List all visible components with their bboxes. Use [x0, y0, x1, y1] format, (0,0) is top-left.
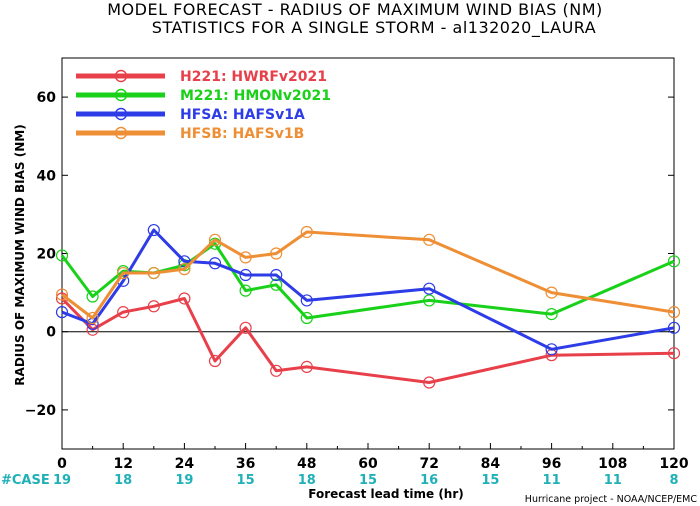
- data-point: [239, 284, 252, 297]
- data-point: [300, 360, 313, 373]
- data-point: [300, 311, 313, 325]
- data-point: [300, 225, 313, 239]
- data-point: [300, 294, 313, 307]
- case-count: 11: [543, 473, 561, 488]
- legend: H221: HWRFv2021 M221: HMONv2021 HFSA: HAFS…: [76, 69, 331, 142]
- data-point: [117, 266, 130, 280]
- data-point: [667, 306, 681, 319]
- data-point: [239, 251, 252, 264]
- case-count: 11: [604, 473, 622, 488]
- series-line: [60, 297, 675, 384]
- data-point: [667, 255, 681, 268]
- x-tick-label: 0: [57, 456, 67, 472]
- legend-label: M221: HMONv2021: [180, 88, 331, 104]
- data-point: [86, 311, 99, 325]
- legend-label: HFSA: HAFSv1A: [180, 107, 305, 123]
- x-tick-label: 108: [598, 456, 627, 472]
- legend-marker: [114, 69, 128, 83]
- chart-subtitle: STATISTICS FOR A SINGLE STORM - al132020…: [152, 18, 596, 38]
- series-line: [61, 230, 675, 320]
- legend-marker: [114, 126, 128, 140]
- data-point: [423, 294, 436, 307]
- data-point: [178, 263, 191, 276]
- credit-text: Hurricane project - NOAA/NCEP/EMC: [525, 494, 698, 505]
- data-point: [239, 321, 252, 334]
- data-point: [270, 268, 283, 282]
- y-tick-label: −20: [25, 403, 56, 419]
- x-tick-label: 48: [297, 456, 316, 472]
- case-count: 15: [481, 473, 499, 488]
- data-point: [55, 288, 69, 301]
- plot-area: −20 0 20 40 60 0 12 24 36 48 60 72 84 96 108 120 19 18 19 1…: [25, 57, 689, 488]
- case-count: 18: [298, 473, 316, 488]
- x-tick-label: 84: [481, 456, 501, 472]
- data-point: [208, 233, 222, 246]
- data-point: [178, 292, 191, 305]
- chart-title: MODEL FORECAST - RADIUS OF MAXIMUM WIND …: [107, 0, 603, 19]
- y-tick-label: 0: [46, 325, 56, 341]
- case-count: 15: [237, 473, 255, 488]
- data-point: [147, 266, 160, 280]
- data-point: [239, 268, 252, 282]
- legend-marker: [114, 107, 128, 121]
- case-count: 15: [359, 473, 377, 488]
- legend-label: H221: HWRFv2021: [180, 69, 327, 85]
- data-point: [55, 306, 69, 319]
- data-point: [423, 282, 436, 295]
- data-point: [423, 233, 436, 246]
- data-point: [545, 308, 558, 321]
- x-axis-label: Forecast lead time (hr): [308, 487, 464, 501]
- data-point: [86, 290, 99, 303]
- data-point: [270, 364, 283, 377]
- data-point: [208, 354, 222, 368]
- x-tick-label: 120: [659, 456, 688, 472]
- x-tick-label: 96: [542, 456, 561, 472]
- legend-marker: [114, 88, 128, 102]
- series-line: [61, 228, 675, 351]
- y-tick-label: 40: [37, 168, 57, 184]
- data-point: [667, 347, 681, 360]
- x-tick-label: 60: [358, 456, 378, 472]
- plot-frame: [61, 57, 675, 450]
- case-count: 16: [420, 473, 438, 488]
- case-count: 18: [114, 473, 132, 488]
- data-point: [178, 255, 191, 268]
- data-point: [147, 300, 160, 313]
- x-tick-label: 24: [175, 456, 195, 472]
- y-tick-label: 20: [37, 247, 57, 263]
- data-point: [117, 306, 130, 319]
- y-tick-label: 60: [37, 90, 57, 106]
- data-point: [545, 343, 558, 356]
- data-point: [423, 376, 436, 389]
- data-point: [208, 257, 222, 270]
- x-tick-label: 36: [236, 456, 255, 472]
- x-tick-label: 12: [113, 456, 132, 472]
- data-point: [147, 223, 160, 237]
- y-axis-label: RADIUS OF MAXIMUM WIND BIAS (NM): [13, 124, 27, 385]
- x-tick-label: 72: [419, 456, 438, 472]
- case-count: 8: [669, 473, 678, 488]
- data-point: [270, 278, 283, 291]
- data-point: [270, 247, 283, 260]
- case-count: 19: [175, 473, 193, 488]
- data-point: [667, 321, 681, 334]
- data-point: [545, 286, 558, 299]
- case-count: 19: [53, 473, 71, 488]
- data-point: [55, 249, 69, 262]
- case-label: #CASE: [1, 473, 50, 488]
- legend-label: HFSB: HAFSv1B: [180, 126, 304, 142]
